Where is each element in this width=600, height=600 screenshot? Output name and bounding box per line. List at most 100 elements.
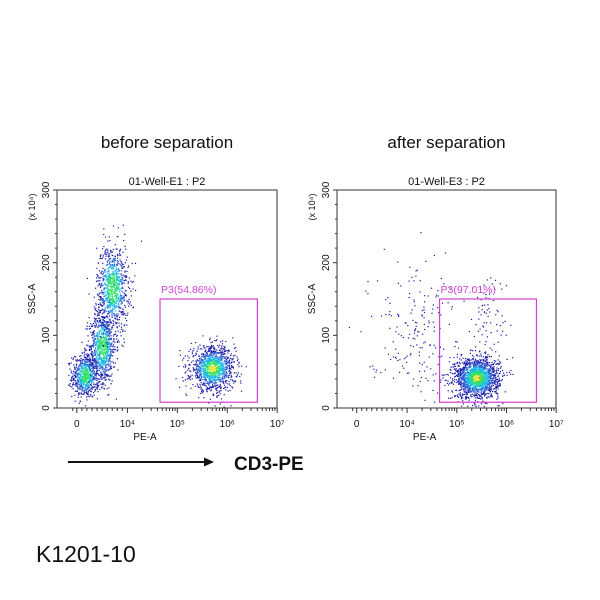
data-point xyxy=(209,367,211,369)
data-point xyxy=(466,364,468,366)
data-point xyxy=(97,275,99,277)
data-point xyxy=(240,382,242,384)
data-point xyxy=(132,307,134,309)
gate-p3[interactable] xyxy=(159,298,258,403)
data-point xyxy=(104,253,106,255)
data-point xyxy=(102,301,104,303)
data-point xyxy=(197,377,200,379)
data-point xyxy=(473,370,475,372)
data-point xyxy=(80,362,82,364)
data-point xyxy=(86,364,88,366)
data-point xyxy=(190,342,192,344)
data-point xyxy=(81,360,84,362)
data-point xyxy=(111,327,113,329)
data-point xyxy=(465,384,467,386)
data-point xyxy=(117,319,119,321)
data-point xyxy=(112,270,114,272)
data-point xyxy=(228,380,230,382)
data-point xyxy=(480,403,482,405)
data-point xyxy=(197,370,199,372)
data-point xyxy=(110,348,112,350)
data-point xyxy=(472,383,474,386)
data-point xyxy=(477,388,479,390)
data-point xyxy=(221,359,223,361)
data-point xyxy=(104,338,106,340)
data-point xyxy=(203,360,205,362)
data-point xyxy=(103,362,105,364)
data-point xyxy=(96,386,98,388)
data-point xyxy=(232,387,234,389)
data-point xyxy=(110,299,112,301)
data-point xyxy=(198,360,200,362)
data-point xyxy=(230,374,232,376)
data-point xyxy=(230,365,233,367)
data-point xyxy=(108,359,110,361)
data-point xyxy=(195,352,197,354)
data-point xyxy=(96,377,98,379)
data-point xyxy=(478,395,481,397)
data-point xyxy=(102,377,104,379)
data-point xyxy=(480,353,482,355)
data-point xyxy=(69,385,71,387)
data-point xyxy=(105,339,108,341)
data-point xyxy=(235,347,237,349)
data-point xyxy=(237,372,239,374)
data-point xyxy=(471,359,473,361)
data-point xyxy=(195,372,197,374)
data-point xyxy=(88,374,91,376)
data-point xyxy=(220,368,223,370)
data-point xyxy=(481,384,483,387)
data-point xyxy=(478,366,480,368)
data-point xyxy=(190,375,192,377)
data-point xyxy=(220,355,222,357)
data-point xyxy=(98,308,100,310)
data-point xyxy=(478,370,481,372)
data-point xyxy=(94,354,96,356)
data-point xyxy=(110,292,112,294)
data-point xyxy=(112,323,114,325)
data-point xyxy=(459,389,462,391)
data-point xyxy=(109,320,111,322)
data-point xyxy=(482,371,484,374)
data-point xyxy=(218,361,220,363)
data-point xyxy=(90,379,92,381)
data-point xyxy=(215,382,218,384)
data-point xyxy=(464,389,466,391)
data-point xyxy=(497,388,499,390)
data-point xyxy=(84,353,86,355)
data-point xyxy=(123,296,125,298)
data-point xyxy=(111,380,113,382)
data-point xyxy=(468,358,470,360)
data-point xyxy=(96,382,98,384)
data-point xyxy=(114,321,117,323)
data-point xyxy=(108,267,110,269)
data-point xyxy=(213,352,215,354)
data-point xyxy=(462,357,464,359)
data-point xyxy=(97,303,100,306)
data-point xyxy=(210,370,212,372)
data-point xyxy=(90,370,92,372)
data-point xyxy=(241,365,243,367)
data-point xyxy=(76,385,78,387)
data-point xyxy=(216,354,218,356)
chart-subtitle: 01-Well-E1 : P2 xyxy=(129,176,206,188)
data-point xyxy=(103,326,106,328)
data-point xyxy=(96,293,99,295)
data-point xyxy=(205,370,207,372)
data-point xyxy=(109,301,111,303)
data-point xyxy=(512,373,514,376)
data-point xyxy=(121,311,123,313)
data-point xyxy=(225,389,227,391)
data-point xyxy=(196,363,198,365)
data-point xyxy=(501,379,503,381)
y-axis-label: SSC-A xyxy=(27,283,38,314)
data-point xyxy=(113,291,115,293)
data-point xyxy=(116,277,118,279)
data-point xyxy=(130,295,132,297)
data-point xyxy=(104,373,106,376)
data-point xyxy=(490,373,492,375)
data-point xyxy=(464,370,466,372)
data-point xyxy=(104,362,106,364)
data-point xyxy=(508,371,511,373)
data-point xyxy=(116,322,118,324)
